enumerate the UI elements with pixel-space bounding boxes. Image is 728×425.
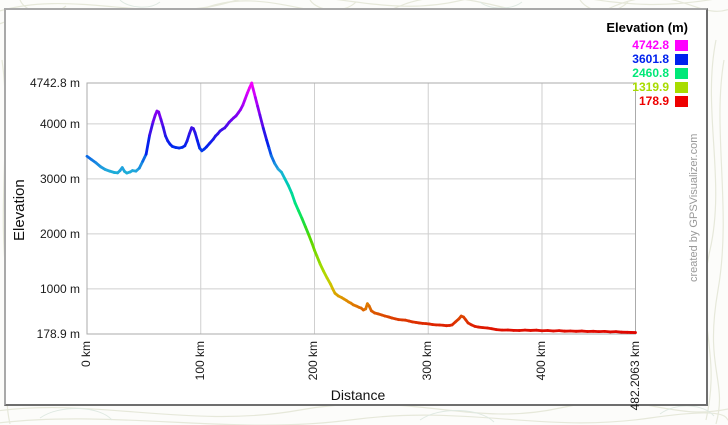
elevation-profile-segment [144,134,151,156]
elevation-profile-segment [258,113,265,130]
legend-entry-value: 4742.8 [632,38,669,52]
legend-entry: 1319.9 [606,80,688,94]
elevation-profile-segment [300,217,307,229]
y-tick-label: 1000 m [39,281,80,296]
credit-watermark: created by GPSVisualizer.com [688,133,700,282]
elevation-profile-segment [161,125,167,138]
legend-color-swatch [675,95,688,107]
legend-entry-value: 1319.9 [632,80,669,94]
legend-entry-value: 2460.8 [632,66,669,80]
legend-entry-value: 178.9 [638,94,669,108]
elevation-profile-segment [261,126,269,142]
x-tick-label: 400 km [533,341,548,381]
y-tick-label: 178.9 m [36,327,80,341]
elevation-profile-segment [290,191,297,205]
x-axis-title: Distance [330,387,386,403]
legend-entry: 178.9 [606,94,688,108]
legend-entry: 3601.8 [606,52,688,66]
legend-color-swatch [675,39,688,51]
legend-title: Elevation (m) [606,20,688,35]
elevation-profile-segment [148,120,155,137]
legend-color-swatch [675,81,688,93]
elevation-profile-segment [286,184,294,195]
legend-color-swatch [675,67,688,79]
y-axis-title: Elevation [11,179,28,241]
legend-color-swatch [675,53,688,65]
chart-frame [4,8,708,406]
x-tick-label: 100 km [192,341,207,381]
legend-rows: 4742.8 3601.8 2460.8 1319.9 178.9 [606,38,688,108]
x-tick-label: 300 km [420,341,435,381]
y-tick-label: 4742.8 m [29,76,80,90]
legend-entry: 2460.8 [606,66,688,80]
x-tick-label: 200 km [306,341,321,381]
y-tick-label: 3000 m [39,171,80,186]
elevation-profile-segment [269,154,277,165]
plot-border [86,82,636,335]
y-tick-label: 2000 m [39,226,80,241]
elevation-profile-segment [256,104,262,117]
legend-entry: 4742.8 [606,38,688,52]
elevation-profile-segment [315,254,322,266]
x-tick-label: 0 km [79,341,93,368]
elevation-profile-segment [303,225,311,237]
x-tick-label: 482.2063 km [627,341,642,411]
legend-entry-value: 3601.8 [632,52,669,66]
y-tick-label: 4000 m [39,116,80,131]
elevation-profile-segment [297,209,304,220]
elevation-profile-segment [253,96,260,108]
elevation-legend: Elevation (m) 4742.8 3601.8 2460.8 1319.9 17… [606,20,688,108]
elevation-profile-segment [251,87,257,99]
elevation-profile-segment [307,233,314,246]
elevation-profile-segment [293,201,300,213]
